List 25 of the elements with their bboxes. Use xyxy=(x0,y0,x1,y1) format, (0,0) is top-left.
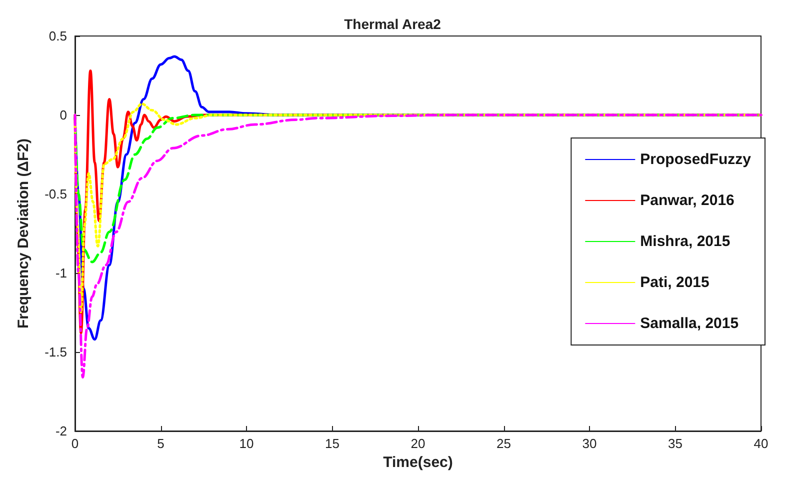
x-tick-label: 15 xyxy=(325,436,340,451)
y-tick-label: -1.5 xyxy=(44,344,67,360)
x-tick-label: 10 xyxy=(239,436,254,451)
x-tick-label: 0 xyxy=(71,436,79,451)
chart-title: Thermal Area2 xyxy=(344,16,442,32)
line-series xyxy=(74,114,762,379)
line-series xyxy=(74,102,762,314)
x-tick-label: 30 xyxy=(582,436,597,451)
y-tick-label: -2 xyxy=(55,424,67,438)
y-axis-title: Frequency Deviation (ΔF2) xyxy=(15,138,32,328)
x-tick-label: 5 xyxy=(157,436,164,451)
legend-label: Samalla, 2015 xyxy=(640,315,739,332)
legend-label: ProposedFuzzy xyxy=(640,151,752,168)
x-tick-label: 20 xyxy=(410,436,426,451)
x-axis-title: Time(sec) xyxy=(383,454,453,471)
x-tick-label: 40 xyxy=(754,436,768,451)
y-tick-label: -0.5 xyxy=(44,186,67,202)
y-tick-label: 0.5 xyxy=(48,28,67,44)
legend-label: Pati, 2015 xyxy=(640,274,710,291)
y-tick-label: -1 xyxy=(55,266,67,280)
x-tick-label: 25 xyxy=(496,436,511,451)
y-tick-label: 0 xyxy=(60,108,67,122)
legend-label: Panwar, 2016 xyxy=(640,192,734,209)
x-tick-label: 35 xyxy=(668,436,682,451)
legend-label: Mishra, 2015 xyxy=(640,233,730,250)
